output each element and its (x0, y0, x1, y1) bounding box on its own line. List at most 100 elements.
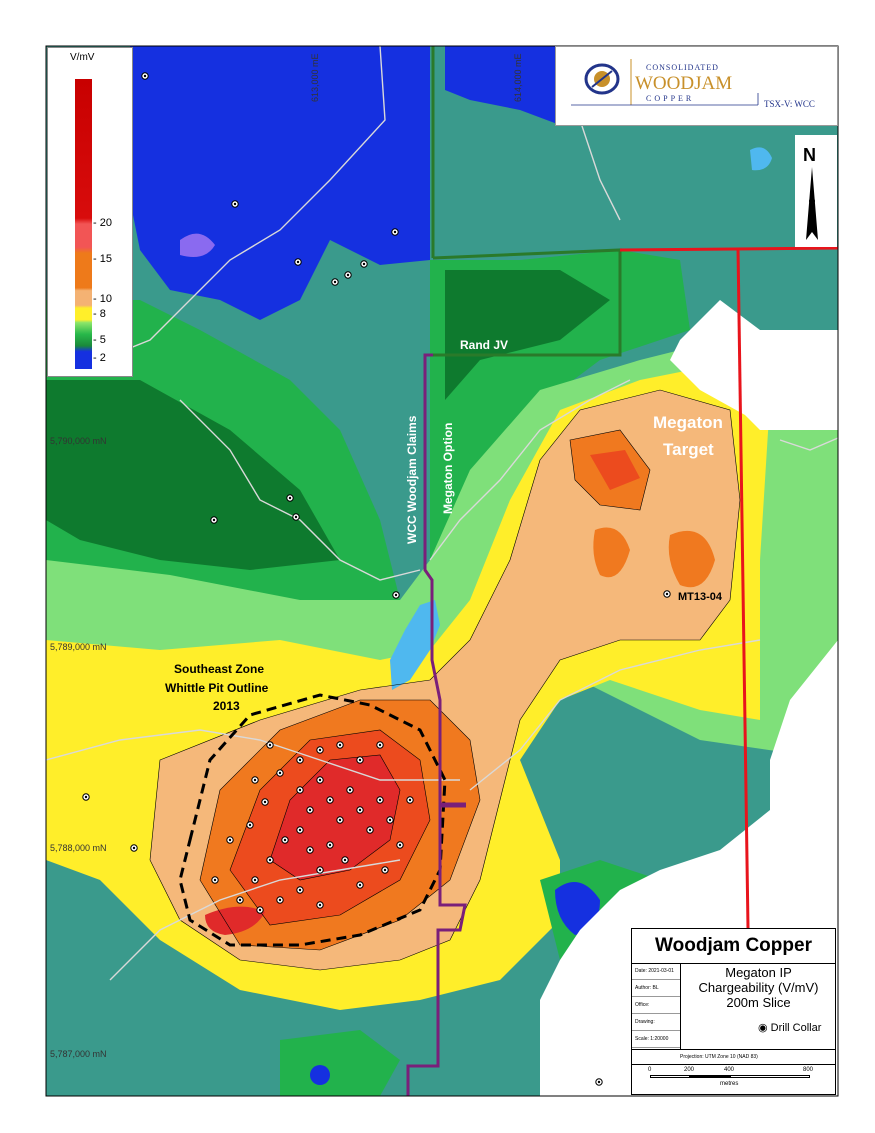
northing-label: 5,790,000 mN (50, 436, 107, 446)
drill-collar-dot (318, 778, 322, 782)
projection-row: Projection: UTM Zone 10 (NAD 83) (632, 1049, 835, 1065)
drill-collar-dot (348, 788, 352, 792)
easting-label: 613,000 mE (310, 53, 320, 102)
drill-collar-dot (665, 592, 669, 596)
year-label: 2013 (213, 699, 240, 713)
scale-tick: 800 (803, 1067, 814, 1073)
megaton-target-label: Target (663, 440, 714, 459)
drill-collar-dot (132, 846, 136, 850)
logo-line-2: WOODJAM (635, 73, 732, 94)
legend-tick: - 20 (93, 217, 112, 229)
drill-collar-label: Drill Collar (770, 1022, 822, 1034)
drill-collar-dot (283, 838, 287, 842)
map-frame (45, 45, 839, 1097)
scale-tick: 400 (724, 1067, 735, 1073)
ticker: TSX-V: WCC (764, 99, 815, 109)
legend-unit: V/mV (70, 52, 95, 63)
drill-collar-dot (143, 74, 147, 78)
northing-label: 5,788,000 mN (50, 843, 107, 853)
drill-collar-dot (343, 858, 347, 862)
drill-collar-dot (338, 743, 342, 747)
company-logo: CONSOLIDATED WOODJAM COPPER TSX-V: WCC (555, 46, 838, 126)
drill-collar-dot (253, 878, 257, 882)
svg-text:N: N (803, 145, 816, 165)
drill-collar-dot (378, 743, 382, 747)
drill-collar-dot (213, 878, 217, 882)
map-title: Megaton IP Chargeability (V/mV) 200m Sli… (680, 965, 837, 1010)
drill-collar-dot (398, 843, 402, 847)
drill-collar-dot (597, 1080, 601, 1084)
drill-collar-dot (328, 798, 332, 802)
drill-collar-dot (318, 748, 322, 752)
drill-collar-dot (278, 771, 282, 775)
claim-boundaries (406, 46, 839, 1096)
meta-date: Date: 2021-03-01 (632, 963, 680, 980)
drill-collar-dot (278, 898, 282, 902)
scale-unit: metres (720, 1081, 739, 1087)
northing-label: 5,787,000 mN (50, 1049, 107, 1059)
drill-collar-dot (288, 496, 292, 500)
drill-collar-dot (298, 758, 302, 762)
meta-author: Author: BL (632, 980, 680, 997)
drill-collar-dot (84, 795, 88, 799)
drill-collars (82, 72, 671, 1086)
color-scale-bar (75, 79, 92, 369)
title-block: Woodjam Copper Date: 2021-03-01 Author: … (631, 928, 836, 1095)
drill-collar-dot (378, 798, 382, 802)
drill-collar-dot (308, 808, 312, 812)
legend-tick: - 15 (93, 253, 112, 265)
rand-jv-label: Rand JV (460, 338, 508, 352)
southeast-zone-label: Southeast Zone (174, 662, 264, 676)
meta-scale: Scale: 1:20000 (632, 1031, 680, 1048)
drill-collar-dot (268, 743, 272, 747)
drill-collar-dot (318, 868, 322, 872)
legend-tick: - 2 (93, 352, 106, 364)
drill-collar-dot (228, 838, 232, 842)
logo-emblem-icon (584, 63, 620, 95)
drill-collar-dot (318, 903, 322, 907)
drill-collar-dot (358, 808, 362, 812)
easting-label: 614,000 mE (513, 53, 523, 102)
meta-drawing: Drawing: (632, 1014, 680, 1031)
drill-collar-dot (296, 260, 300, 264)
megaton-option-label: Megaton Option (441, 423, 455, 514)
wcc-claims-label: WCC Woodjam Claims (405, 415, 419, 544)
scale-tick: 200 (684, 1067, 695, 1073)
drill-collar-dot (394, 593, 398, 597)
drill-collar-dot (263, 800, 267, 804)
drill-collar-dot (333, 280, 337, 284)
drill-collar-dot (358, 758, 362, 762)
legend-tick: - 10 (93, 293, 112, 305)
northing-label: 5,789,000 mN (50, 642, 107, 652)
drill-collar-dot (294, 515, 298, 519)
drill-collar-dot (308, 848, 312, 852)
drill-collar-dot (388, 818, 392, 822)
map-metadata: Date: 2021-03-01 Author: BL Office: Draw… (632, 963, 681, 1049)
mt13-04-label: MT13-04 (678, 591, 723, 603)
company-name: Woodjam Copper (632, 929, 835, 964)
megaton-target-label: Megaton (653, 413, 723, 432)
map-title-line: Chargeability (V/mV) (698, 980, 819, 995)
whittle-pit-label: Whittle Pit Outline (165, 681, 269, 695)
drill-collar-dot (383, 868, 387, 872)
drill-collar-dot (298, 828, 302, 832)
projection-text: Projection: UTM Zone 10 (NAD 83) (680, 1054, 758, 1060)
logo-line-3: COPPER (646, 94, 694, 103)
drill-collar-dot (368, 828, 372, 832)
drill-collar-dot (346, 273, 350, 277)
drill-collar-legend: ◉ Drill Collar (758, 1021, 821, 1034)
drill-collar-dot (393, 230, 397, 234)
color-scale-legend: V/mV - 20 - 15 - 10 - 8 - 5 - 2 (47, 47, 133, 377)
drill-collar-dot (248, 823, 252, 827)
scale-tick: 0 (648, 1067, 652, 1073)
drill-collar-dot (338, 818, 342, 822)
roads (46, 46, 838, 981)
drill-collar-icon: ◉ (758, 1022, 768, 1034)
map-title-line: 200m Slice (726, 995, 791, 1010)
legend-tick: - 8 (93, 308, 106, 320)
drill-collar-dot (358, 883, 362, 887)
drill-collar-dot (238, 898, 242, 902)
drill-collar-dot (258, 908, 262, 912)
drill-collar-dot (233, 202, 237, 206)
meta-office: Office: (632, 997, 680, 1014)
